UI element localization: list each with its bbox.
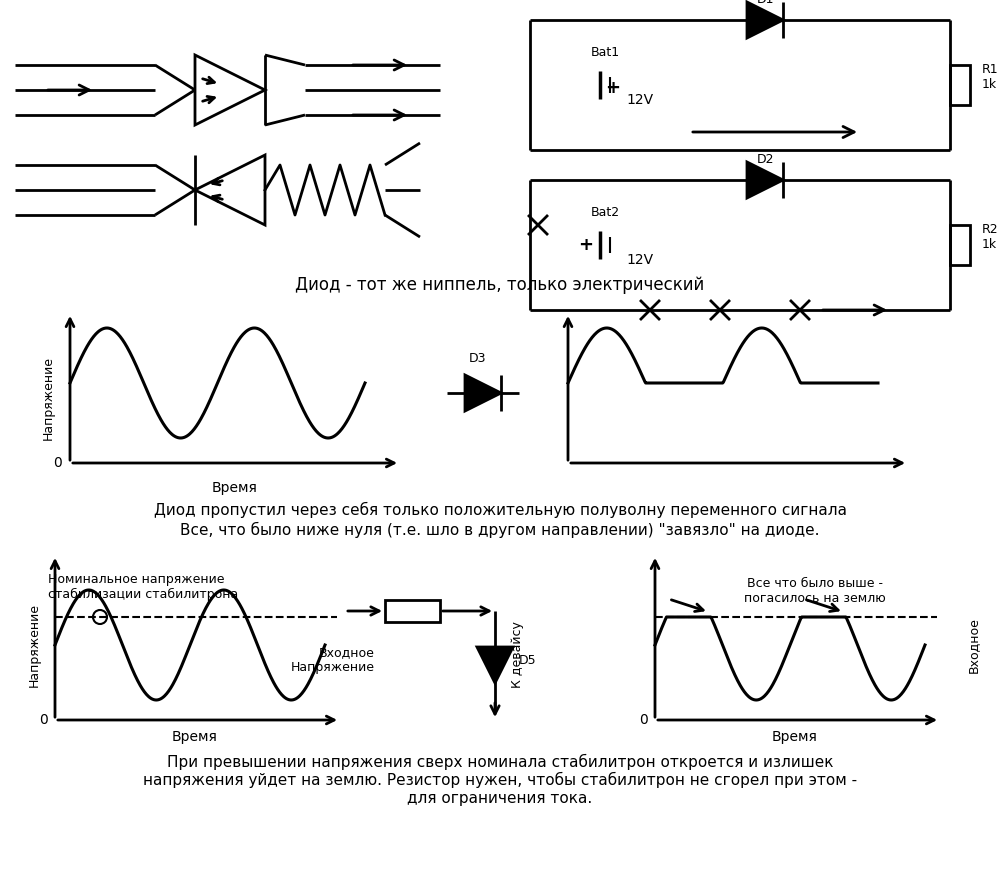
Text: Номинальное напряжение
стабилизации стабилитрона: Номинальное напряжение стабилизации стаб… [48,573,238,601]
Text: К девайсу: К девайсу [511,622,524,689]
Text: При превышении напряжения сверх номинала стабилитрон откроется и излишек: При превышении напряжения сверх номинала… [167,754,833,770]
Text: +: + [578,236,594,254]
Polygon shape [465,375,501,411]
Text: D2: D2 [756,153,774,166]
Bar [950,65,970,105]
Text: напряжения уйдет на землю. Резистор нужен, чтобы стабилитрон не сгорел при этом : напряжения уйдет на землю. Резистор нуже… [143,772,857,788]
Text: R2
1k: R2 1k [982,223,999,251]
Text: Bat2: Bat2 [590,206,620,219]
Text: Все что было выше -
погасилось на землю: Все что было выше - погасилось на землю [744,577,886,605]
Text: Время: Время [772,730,818,744]
Text: Время: Время [172,730,218,744]
Polygon shape [747,162,783,198]
Text: D3: D3 [469,352,487,365]
Text: 12V: 12V [626,93,654,107]
Text: Напряжение: Напряжение [42,356,54,440]
Polygon shape [195,155,265,225]
Text: Время: Время [212,481,258,495]
Text: Входное
Напряжение: Входное Напряжение [291,646,375,674]
Polygon shape [195,55,265,125]
Polygon shape [477,647,513,683]
Bar [950,225,970,265]
Text: 0: 0 [54,456,62,470]
Text: 0: 0 [39,713,47,727]
Text: 0: 0 [639,713,647,727]
Polygon shape [747,2,783,38]
Text: для ограничения тока.: для ограничения тока. [407,790,593,806]
Text: Напряжение: Напряжение [27,603,40,687]
Text: Bat1: Bat1 [590,46,620,59]
Text: Диод пропустил через себя только положительную полуволну переменного сигнала: Диод пропустил через себя только положит… [154,502,846,518]
Text: 12V: 12V [626,253,654,267]
Text: R1
1k: R1 1k [982,63,999,91]
Text: Все, что было ниже нуля (т.е. шло в другом направлении) "завязло" на диоде.: Все, что было ниже нуля (т.е. шло в друг… [180,522,820,538]
Text: D5: D5 [519,654,537,666]
Bar [385,600,440,622]
Text: Диод - тот же ниппель, только электрический: Диод - тот же ниппель, только электричес… [295,276,705,294]
Text: +: + [605,79,620,97]
Text: Входное: Входное [966,617,980,673]
Text: D1: D1 [756,0,774,6]
